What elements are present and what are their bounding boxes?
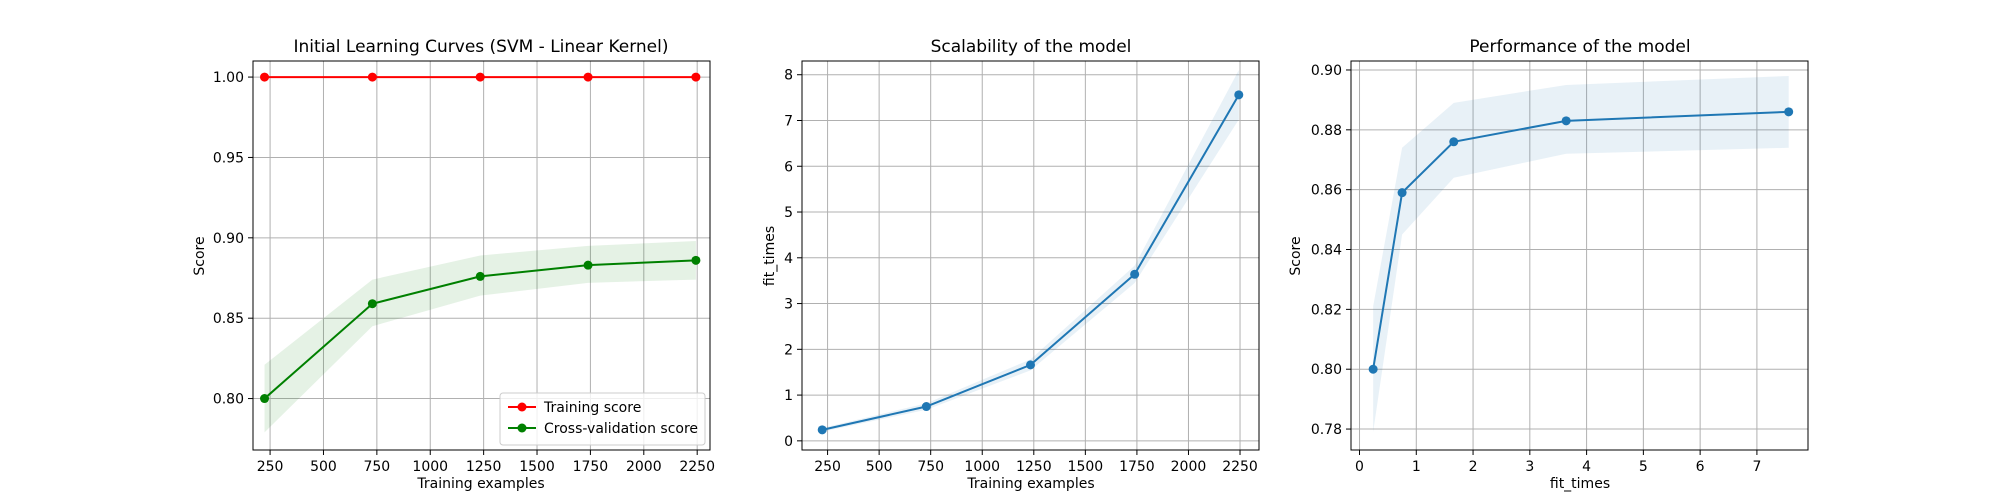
x-tick-label: 250	[257, 459, 284, 475]
x-tick-label: 2000	[626, 459, 662, 475]
data-point-series-1	[921, 402, 931, 412]
x-tick-label: 1750	[1119, 459, 1155, 475]
x-tick-label: 500	[310, 459, 337, 475]
x-tick-label: 1500	[1068, 459, 1104, 475]
confidence-band-series-1	[822, 70, 1239, 432]
x-tick-label: 4	[1582, 459, 1591, 475]
x-axis-label: Training examples	[966, 476, 1094, 492]
y-tick-label: 5	[784, 205, 793, 221]
y-tick-label: 6	[784, 159, 793, 175]
x-tick-label: 7	[1752, 459, 1761, 475]
data-point-series-1	[1561, 116, 1571, 126]
y-tick-label: 0.78	[1311, 422, 1342, 438]
legend-marker-cross-validation-score	[517, 423, 527, 433]
legend-box	[499, 392, 706, 446]
grid	[802, 61, 1259, 450]
legend-marker-training-score	[517, 402, 527, 412]
plot-area: 0 1 2 3 4 5 6 7 0.78 0.80 0.82 0.84 0.86 0.88 0.90	[1311, 61, 1808, 475]
y-tick-label: 0.90	[1311, 63, 1342, 79]
data-point-series-1	[1397, 188, 1407, 198]
confidence-band-series-1	[1373, 75, 1789, 433]
y-tick-label: 0.82	[1311, 302, 1342, 318]
axes-frame	[252, 60, 711, 451]
data-point-cross-validation-score	[475, 271, 485, 281]
legend-label-cross-validation-score: Cross-validation score	[544, 421, 698, 437]
x-tick-label: 1250	[466, 459, 502, 475]
y-tick-label: 0.95	[213, 150, 244, 166]
x-tick-label: 1000	[964, 459, 1000, 475]
plot-area: 250 500 750 1000 1250 1500 1750 2000 2250 0.80 0.8…	[213, 61, 715, 475]
x-tick-label: 500	[866, 459, 893, 475]
x-tick-label: 2000	[1171, 459, 1207, 475]
data-point-training-score	[691, 72, 701, 82]
x-tick-label: 0	[1355, 459, 1364, 475]
x-tick-label: 2	[1469, 459, 1478, 475]
data-point-series-1	[1784, 107, 1794, 117]
data-point-series-1	[1130, 269, 1140, 279]
x-tick-label: 750	[917, 459, 944, 475]
x-tick-label: 1750	[573, 459, 609, 475]
y-axis-label: Score	[192, 236, 208, 275]
data-point-training-score	[583, 72, 593, 82]
y-tick-label: 3	[784, 297, 793, 313]
panel-learning-curves: Initial Learning Curves (SVM - Linear Ke…	[192, 37, 715, 492]
data-point-cross-validation-score	[260, 394, 270, 404]
x-tick-label: 3	[1525, 459, 1534, 475]
y-axis-label: Score	[1288, 236, 1304, 275]
data-point-series-1	[817, 425, 827, 435]
axes-frame	[801, 60, 1260, 451]
y-axis-label: fit_times	[762, 226, 778, 286]
y-tick-label: 8	[784, 68, 793, 84]
x-tick-label: 1250	[1016, 459, 1052, 475]
y-tick-label: 0.84	[1311, 243, 1342, 259]
x-tick-label: 2250	[1222, 459, 1258, 475]
data-point-training-score	[260, 72, 270, 82]
plot-area: 250 500 750 1000 1250 1500 1750 2000 2250 0 1 2 3 4 5 6…	[784, 61, 1259, 475]
x-tick-label: 1	[1412, 459, 1421, 475]
x-tick-label: 250	[814, 459, 841, 475]
confidence-band-cross-validation-score	[264, 241, 696, 433]
y-tick-label: 0.80	[1311, 362, 1342, 378]
y-tick-label: 1	[784, 388, 793, 404]
y-tick-label: 1.00	[213, 70, 244, 86]
grid	[1351, 61, 1808, 450]
y-tick-label: 0.80	[213, 392, 244, 408]
data-point-cross-validation-score	[367, 299, 377, 309]
data-point-series-1	[1026, 360, 1035, 370]
y-tick-label: 0.85	[213, 311, 244, 327]
y-tick-label: 7	[784, 113, 793, 129]
x-tick-label: 5	[1639, 459, 1648, 475]
y-tick-label: 0.90	[213, 231, 244, 247]
chart-title: Initial Learning Curves (SVM - Linear Ke…	[293, 37, 668, 57]
x-tick-label: 1500	[519, 459, 555, 475]
data-point-series-1	[1449, 137, 1459, 147]
x-tick-label: 2250	[679, 459, 715, 475]
x-tick-label: 750	[363, 459, 390, 475]
x-axis-label: fit_times	[1550, 476, 1610, 492]
data-point-training-score	[475, 72, 485, 82]
data-point-series-1	[1234, 90, 1244, 100]
x-tick-label: 6	[1696, 459, 1705, 475]
x-tick-label: 1000	[412, 459, 448, 475]
data-point-training-score	[367, 72, 377, 82]
y-tick-label: 2	[784, 342, 793, 358]
y-tick-label: 4	[784, 251, 793, 267]
data-point-cross-validation-score	[583, 260, 593, 270]
y-tick-label: 0	[784, 434, 793, 450]
chart-title: Performance of the model	[1469, 37, 1690, 57]
x-axis-label: Training examples	[416, 476, 544, 492]
data-point-series-1	[1368, 364, 1378, 374]
axes-frame	[1350, 60, 1809, 451]
panel-scalability: Scalability of the model Training exampl…	[762, 37, 1260, 492]
legend: Training score Cross-validation score	[499, 392, 706, 446]
data-point-cross-validation-score	[691, 255, 701, 265]
y-tick-label: 0.86	[1311, 183, 1342, 199]
panel-performance: Performance of the model fit_times Score…	[1288, 37, 1809, 492]
y-tick-label: 0.88	[1311, 123, 1342, 139]
chart-title: Scalability of the model	[931, 37, 1132, 57]
legend-label-training-score: Training score	[543, 400, 641, 416]
